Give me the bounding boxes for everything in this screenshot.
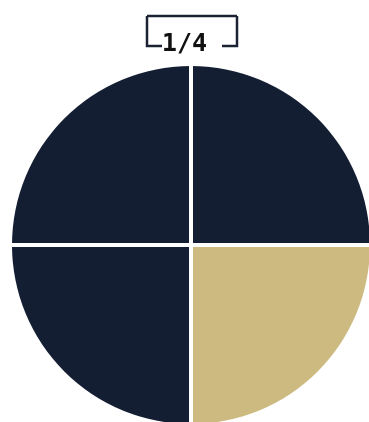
quadrant-top-right xyxy=(191,66,369,245)
quadrant-bottom-right xyxy=(191,245,369,422)
bracket-left xyxy=(145,14,239,48)
fraction-label: 1/4 xyxy=(161,28,208,57)
quadrant-top-left xyxy=(12,66,191,245)
quadrant-bottom-left xyxy=(12,245,191,422)
